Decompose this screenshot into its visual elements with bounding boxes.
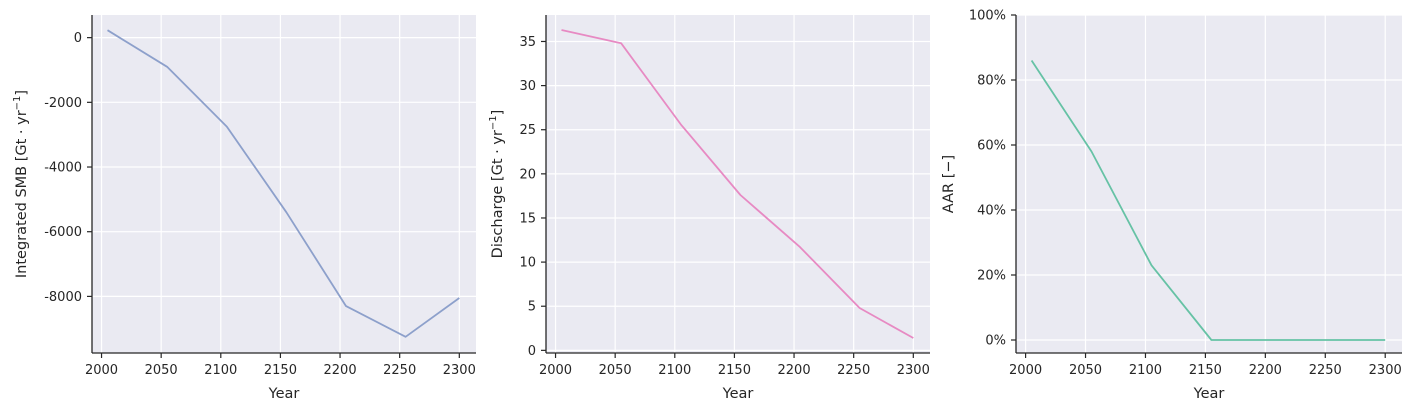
x-tick-label: 2050 bbox=[145, 363, 178, 378]
y-axis-label-tail: ] bbox=[14, 90, 30, 96]
y-tick-label: -4000 bbox=[44, 161, 82, 176]
x-tick-label: 2100 bbox=[204, 363, 237, 378]
y-axis-label: AAR [−] bbox=[941, 155, 957, 213]
series-line bbox=[1030, 60, 1386, 341]
x-tick-label: 2150 bbox=[1189, 363, 1222, 378]
x-tick-label: 2200 bbox=[324, 363, 357, 378]
y-tick-label: -8000 bbox=[44, 290, 82, 305]
y-tick-label: 5 bbox=[528, 300, 536, 315]
x-tick-label: 2300 bbox=[897, 363, 930, 378]
x-tick-label: 2250 bbox=[1309, 363, 1342, 378]
y-axis-label-main: Integrated SMB [Gt · yr bbox=[14, 110, 30, 278]
x-tick-label: 2100 bbox=[1129, 363, 1162, 378]
y-tick-label: 25 bbox=[519, 123, 536, 138]
y-tick-label: 30 bbox=[519, 79, 536, 94]
y-axis-label-main: Discharge [Gt · yr bbox=[490, 130, 506, 258]
chart-panel-1: 2000 2050 2100 2150 2200 2250 2300 0 -2000 -4000 -… bbox=[12, 15, 476, 402]
y-tick-label: 80% bbox=[977, 74, 1006, 89]
x-tick-label: 2200 bbox=[1249, 363, 1282, 378]
x-tick-label: 2250 bbox=[383, 363, 416, 378]
x-tick-label: 2050 bbox=[599, 363, 632, 378]
y-axis-label-main: AAR [−] bbox=[941, 155, 957, 213]
y-tick-label: 0% bbox=[985, 334, 1006, 349]
x-tick-label: 2300 bbox=[1369, 363, 1402, 378]
x-axis-label: Year bbox=[1193, 386, 1225, 402]
y-tick-label: 35 bbox=[519, 35, 536, 50]
series-line bbox=[107, 29, 460, 338]
plot-area bbox=[92, 15, 476, 353]
y-tick-label: 0 bbox=[528, 344, 536, 359]
y-axis-label: Discharge [Gt · yr−1] bbox=[488, 110, 506, 259]
y-tick-label: 10 bbox=[519, 256, 536, 271]
plot-area bbox=[1016, 15, 1402, 353]
y-tick-label: 40% bbox=[977, 204, 1006, 219]
x-tick-label: 2250 bbox=[837, 363, 870, 378]
x-tick-label: 2000 bbox=[1009, 363, 1042, 378]
y-axis-label: Integrated SMB [Gt · yr−1] bbox=[12, 90, 30, 278]
y-axis-label-superscript: −1 bbox=[12, 96, 23, 111]
x-tick-label: 2150 bbox=[718, 363, 751, 378]
y-tick-label: -2000 bbox=[44, 96, 82, 111]
y-axis-label-superscript: −1 bbox=[488, 115, 499, 130]
y-tick-label: 0 bbox=[74, 31, 82, 46]
y-tick-label: -6000 bbox=[44, 225, 82, 240]
x-axis-label: Year bbox=[722, 386, 754, 402]
y-tick-label: 20 bbox=[519, 167, 536, 182]
y-tick-label: 100% bbox=[969, 9, 1006, 24]
y-tick-label: 15 bbox=[519, 211, 536, 226]
y-tick-label: 60% bbox=[977, 139, 1006, 154]
series-line bbox=[561, 29, 914, 339]
x-tick-label: 2100 bbox=[658, 363, 691, 378]
x-tick-label: 2300 bbox=[443, 363, 476, 378]
x-tick-label: 2150 bbox=[264, 363, 297, 378]
x-tick-label: 2000 bbox=[85, 363, 118, 378]
y-tick-label: 20% bbox=[977, 269, 1006, 284]
plot-area bbox=[546, 15, 930, 353]
x-axis-label: Year bbox=[268, 386, 300, 402]
chart-panel-2: 2000 2050 2100 2150 2200 2250 2300 0 5 10 15 20 25 30… bbox=[488, 15, 930, 402]
chart-panel-3: 2000 2050 2100 2150 2200 2250 2300 0% 20% 40% 60% 8… bbox=[941, 9, 1402, 402]
x-tick-label: 2000 bbox=[539, 363, 572, 378]
y-axis-label-tail: ] bbox=[490, 110, 506, 116]
x-tick-label: 2200 bbox=[778, 363, 811, 378]
x-tick-label: 2050 bbox=[1069, 363, 1102, 378]
